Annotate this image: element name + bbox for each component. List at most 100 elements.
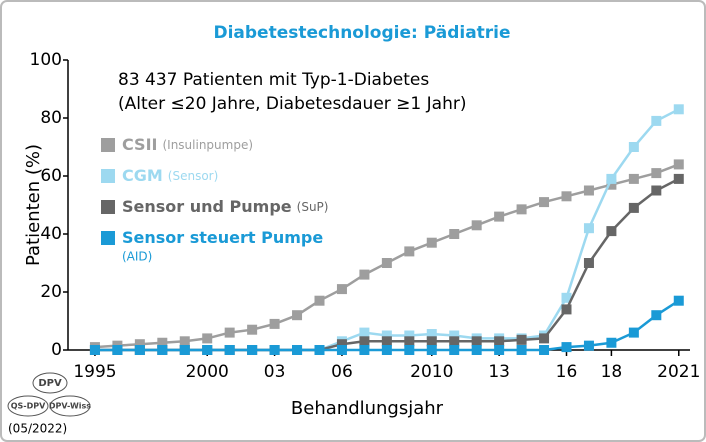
legend-swatch xyxy=(101,200,115,214)
data-point xyxy=(269,318,280,329)
legend-label: CGM (Sensor) xyxy=(122,166,218,185)
data-point xyxy=(516,345,527,355)
data-point xyxy=(381,345,392,355)
data-point xyxy=(606,179,617,190)
data-point xyxy=(224,345,235,355)
data-point xyxy=(651,115,662,126)
data-point xyxy=(89,345,100,355)
data-point xyxy=(404,330,415,341)
legend-label: Sensor und Pumpe (SuP) xyxy=(122,197,328,216)
data-point xyxy=(134,345,145,355)
legend-note: (AID) xyxy=(122,250,152,264)
data-point xyxy=(426,237,437,248)
legend-note: (Insulinpumpe) xyxy=(162,138,253,152)
data-point xyxy=(359,345,370,355)
data-point xyxy=(606,173,617,184)
annotation: 83 437 Patienten mit Typ-1-Diabetes xyxy=(118,70,429,90)
data-point xyxy=(404,336,415,347)
data-point xyxy=(606,337,617,348)
logo-text: QS-DPV xyxy=(11,402,46,411)
data-point xyxy=(651,168,662,179)
x-tick-label: 1995 xyxy=(73,362,116,382)
data-point xyxy=(449,336,460,347)
data-point xyxy=(292,310,303,321)
legend-name: CSII xyxy=(122,135,157,154)
x-tick-label: 18 xyxy=(601,362,623,382)
legend-name: Sensor und Pumpe xyxy=(122,197,292,216)
data-point xyxy=(314,295,325,306)
logo-text: DPV xyxy=(38,378,62,389)
data-point xyxy=(247,324,258,335)
logo-text: DPV-Wiss xyxy=(49,402,91,411)
data-point xyxy=(179,336,190,347)
legend-note: (SuP) xyxy=(297,200,329,214)
data-point xyxy=(426,336,437,347)
data-point xyxy=(426,345,437,355)
data-point xyxy=(359,269,370,280)
data-point xyxy=(561,342,572,353)
legend-swatch xyxy=(101,169,115,183)
data-point xyxy=(471,345,482,355)
data-point xyxy=(179,345,190,355)
data-point xyxy=(314,345,325,355)
x-tick-label: 2010 xyxy=(410,362,453,382)
data-point xyxy=(112,345,123,355)
data-point xyxy=(381,336,392,347)
data-point xyxy=(583,258,594,268)
data-point xyxy=(606,226,617,237)
data-point xyxy=(426,329,437,340)
legend-swatch xyxy=(101,231,115,245)
data-point xyxy=(269,345,280,355)
logo-date: (05/2022) xyxy=(8,422,67,436)
data-point xyxy=(381,258,392,268)
data-point xyxy=(157,345,168,355)
data-point xyxy=(673,104,684,115)
y-axis-label: Patienten (%) xyxy=(23,144,44,266)
x-tick-label: 2021 xyxy=(657,362,700,382)
legend-name: Sensor steuert Pumpe xyxy=(122,228,323,247)
y-tick-label: 100 xyxy=(30,50,62,70)
chart-title: Diabetestechnologie: Pädiatrie xyxy=(213,23,510,43)
data-point xyxy=(539,345,550,355)
data-point xyxy=(494,211,505,222)
data-point xyxy=(336,345,347,355)
data-point xyxy=(157,337,168,348)
data-point xyxy=(539,197,550,208)
data-point xyxy=(494,345,505,355)
data-point xyxy=(471,336,482,347)
x-tick-label: 06 xyxy=(331,362,353,382)
data-point xyxy=(583,223,594,234)
data-point xyxy=(404,246,415,257)
legend-name: CGM xyxy=(122,166,163,185)
data-point xyxy=(471,220,482,231)
data-point xyxy=(516,204,527,215)
y-tick-label: 40 xyxy=(40,224,62,244)
data-point xyxy=(516,334,527,345)
data-point xyxy=(494,336,505,347)
data-point xyxy=(628,173,639,184)
data-point xyxy=(651,185,662,196)
data-point xyxy=(651,310,662,321)
data-point xyxy=(449,229,460,239)
y-tick-label: 20 xyxy=(40,282,62,302)
x-tick-label: 13 xyxy=(488,362,510,382)
data-point xyxy=(359,327,370,338)
data-point xyxy=(404,345,415,355)
data-point xyxy=(336,339,347,350)
data-point xyxy=(134,339,145,350)
y-tick-label: 80 xyxy=(40,108,62,128)
data-point xyxy=(628,327,639,338)
legend-note: (Sensor) xyxy=(168,169,219,183)
data-point xyxy=(628,142,639,152)
data-point xyxy=(628,202,639,213)
data-point xyxy=(449,345,460,355)
y-tick-label: 60 xyxy=(40,166,62,186)
data-point xyxy=(561,191,572,202)
logo-shape xyxy=(32,372,68,394)
annotation: (Alter ≤20 Jahre, Diabetesdauer ≥1 Jahr) xyxy=(118,94,466,114)
logo-shape xyxy=(49,395,91,417)
legend-swatch xyxy=(101,138,115,152)
data-point xyxy=(673,159,684,170)
